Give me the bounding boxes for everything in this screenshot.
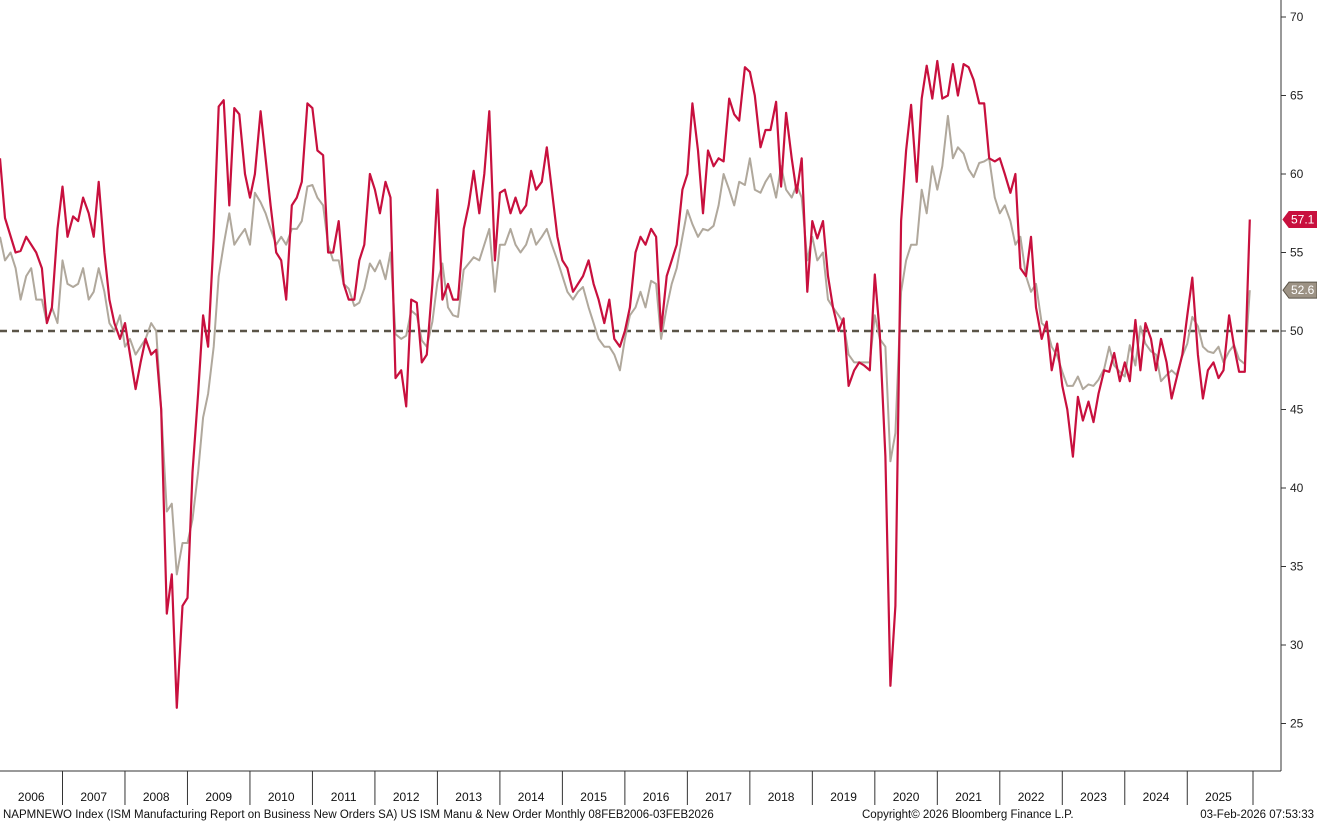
x-tick-label: 2023 [1080, 790, 1107, 804]
x-tick-label: 2011 [331, 790, 357, 804]
y-tick-label: 40 [1290, 481, 1304, 495]
timestamp: 03-Feb-2026 07:53:33 [1200, 809, 1314, 821]
x-tick-label: 2010 [268, 790, 295, 804]
x-tick-label: 2017 [705, 790, 732, 804]
chart-description: NAPMNEWO Index (ISM Manufacturing Report… [3, 809, 714, 821]
y-tick-label: 35 [1290, 560, 1304, 574]
y-tick-label: 30 [1290, 638, 1304, 652]
y-tick-label: 50 [1290, 324, 1304, 338]
y-tick-label: 60 [1290, 167, 1304, 181]
y-axis: 25 30 35 40 45 50 55 60 65 70 [1280, 0, 1304, 771]
copyright-notice: Copyright© 2026 Bloomberg Finance L.P. [862, 809, 1074, 821]
series-line-manufacturing [0, 114, 1251, 576]
last-value-flag [1282, 211, 1317, 229]
x-tick-label: 2008 [143, 790, 170, 804]
series-layer [0, 59, 1251, 709]
x-axis: 2006 2007 2008 2009 2010 2011 2012 2013 2014 2015… [0, 770, 1281, 805]
x-tick-label: 2016 [643, 790, 670, 804]
x-tick-label: 2022 [1018, 790, 1045, 804]
y-tick-label: 55 [1290, 246, 1304, 260]
x-tick-label: 2018 [768, 790, 795, 804]
last-value-label: 57.1 [1291, 213, 1315, 227]
x-tick-label: 2006 [18, 790, 45, 804]
last-value-flag [1282, 281, 1317, 299]
y-tick-label: 65 [1290, 89, 1304, 103]
x-tick-label: 2019 [830, 790, 857, 804]
x-tick-label: 2014 [518, 790, 545, 804]
x-tick-label: 2021 [955, 790, 982, 804]
y-tick-label: 45 [1290, 403, 1304, 417]
series-line-new-orders [0, 59, 1251, 709]
last-value-label: 52.6 [1291, 283, 1315, 297]
x-tick-label: 2024 [1143, 790, 1170, 804]
last-value-labels: 57.1 52.6 [1282, 211, 1317, 299]
x-tick-label: 2015 [580, 790, 607, 804]
y-tick-label: 70 [1290, 10, 1304, 24]
x-tick-label: 2013 [455, 790, 482, 804]
x-tick-label: 2012 [393, 790, 420, 804]
y-tick-label: 25 [1290, 717, 1304, 731]
x-tick-label: 2020 [893, 790, 920, 804]
x-tick-label: 2007 [80, 790, 107, 804]
x-tick-label: 2009 [205, 790, 232, 804]
x-tick-label: 2025 [1205, 790, 1232, 804]
